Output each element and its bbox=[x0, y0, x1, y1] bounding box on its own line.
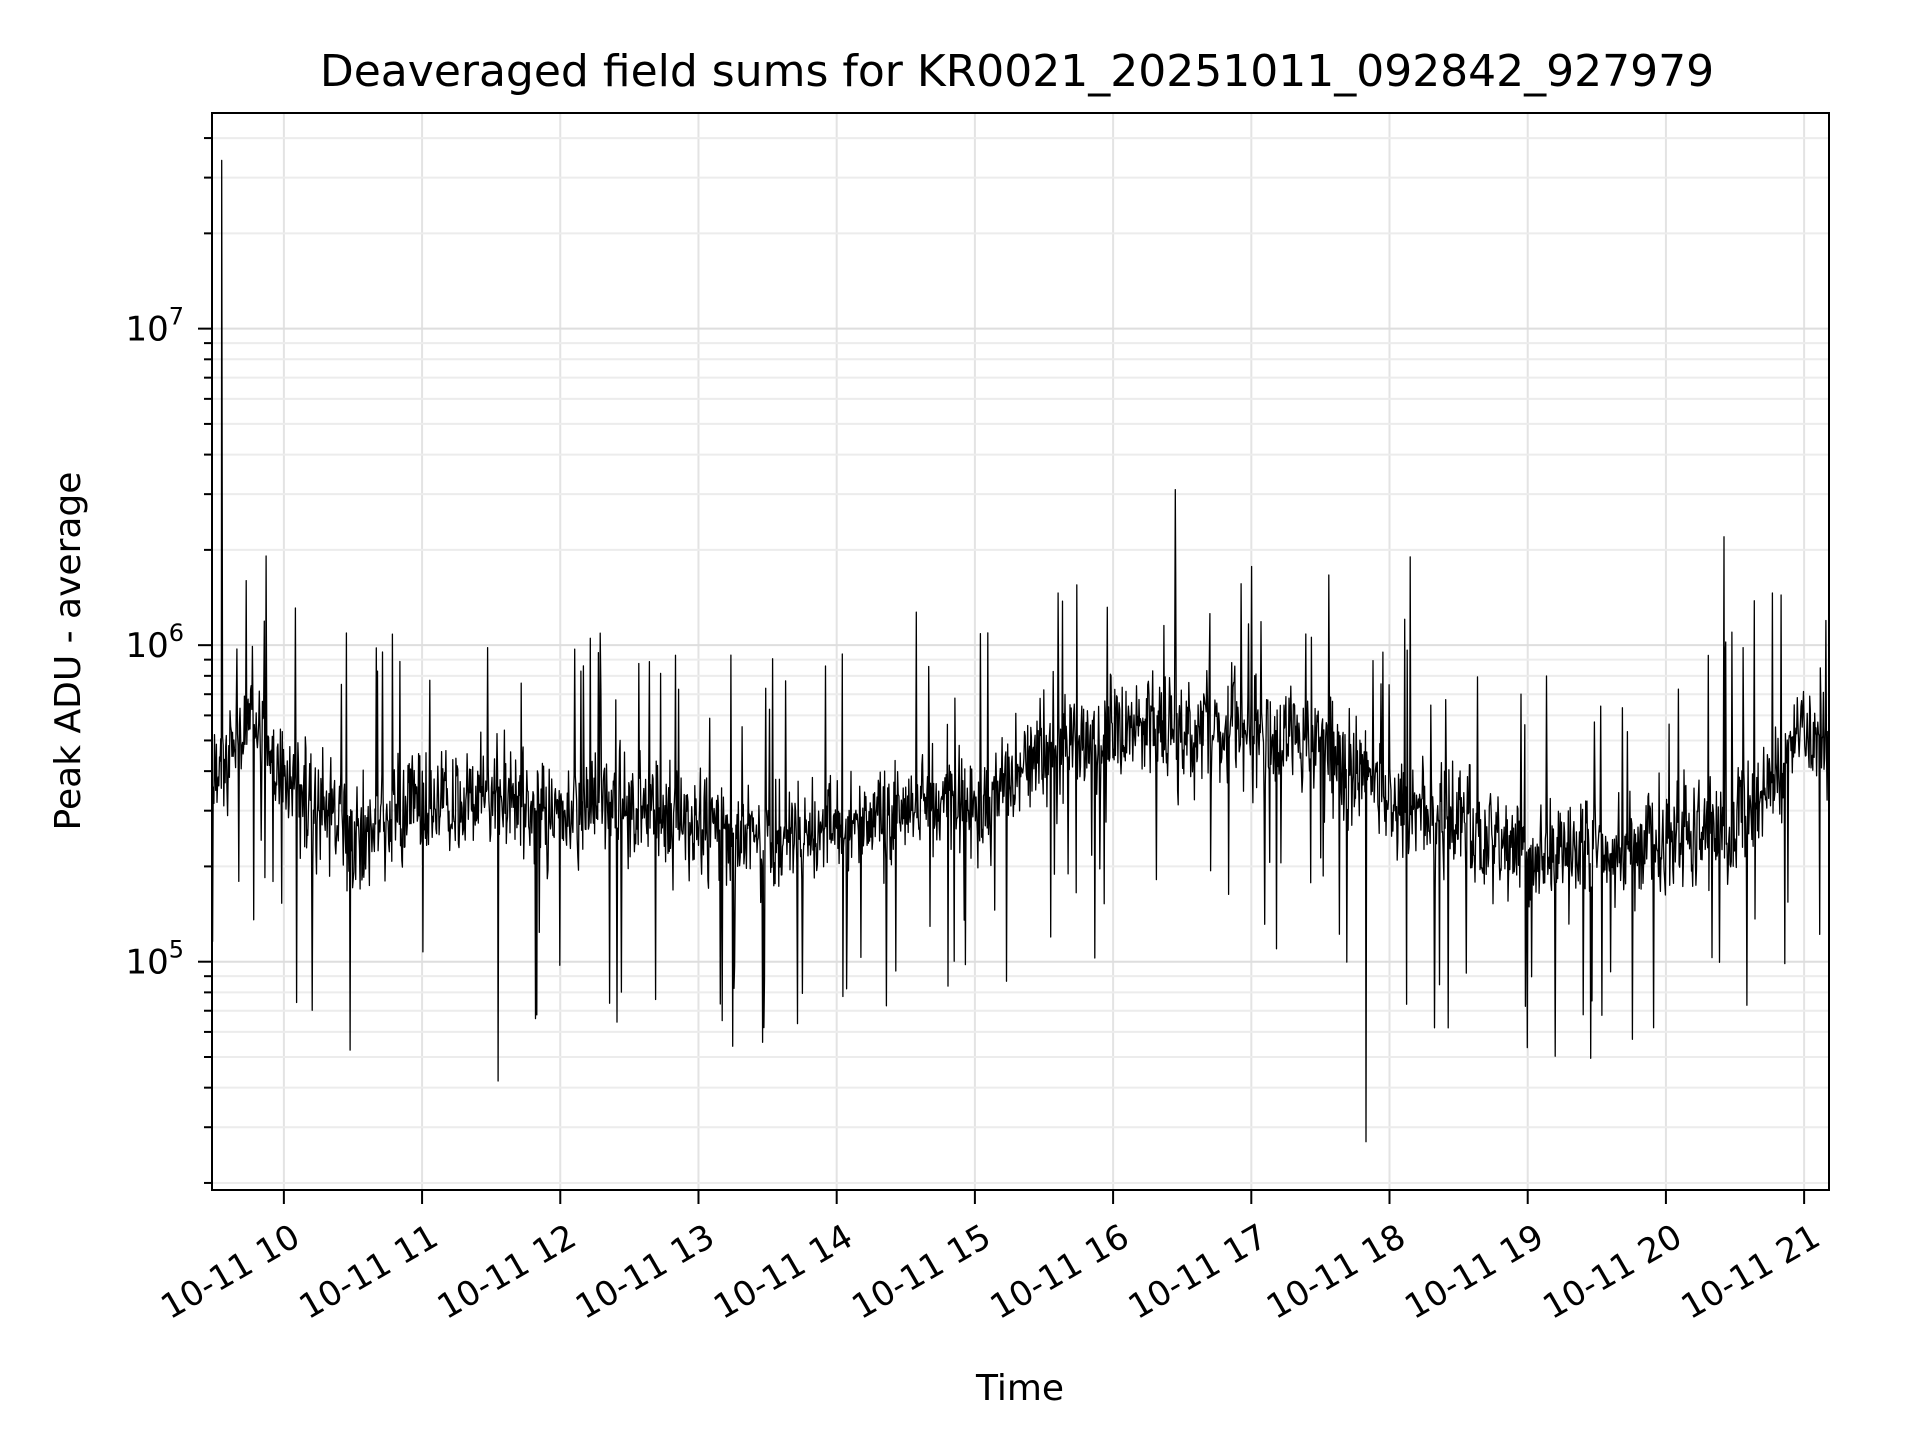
y-tick-label-exponent-2: 7 bbox=[169, 303, 184, 331]
chart-title: Deaveraged field sums for KR0021_2025101… bbox=[320, 46, 1714, 97]
y-axis-label: Peak ADU - average bbox=[48, 472, 89, 831]
plot-frame bbox=[211, 112, 1830, 1191]
y-tick-label-base-1: 10 bbox=[125, 626, 168, 666]
y-tick-label-base-2: 10 bbox=[125, 310, 168, 350]
y-tick-label-exponent-1: 6 bbox=[169, 619, 184, 647]
x-axis-label: Time bbox=[975, 1368, 1064, 1409]
y-tick-label-exponent-0: 5 bbox=[169, 936, 184, 964]
y-tick-label-0: 105 bbox=[125, 936, 184, 983]
series-line bbox=[211, 159, 1830, 1143]
series-deaveraged-field-sum bbox=[211, 159, 1830, 1143]
grid-lines bbox=[212, 113, 1829, 1190]
y-tick-label-base-0: 10 bbox=[125, 943, 168, 983]
y-tick-label-1: 106 bbox=[125, 619, 184, 666]
y-tick-label-2: 107 bbox=[125, 303, 184, 350]
